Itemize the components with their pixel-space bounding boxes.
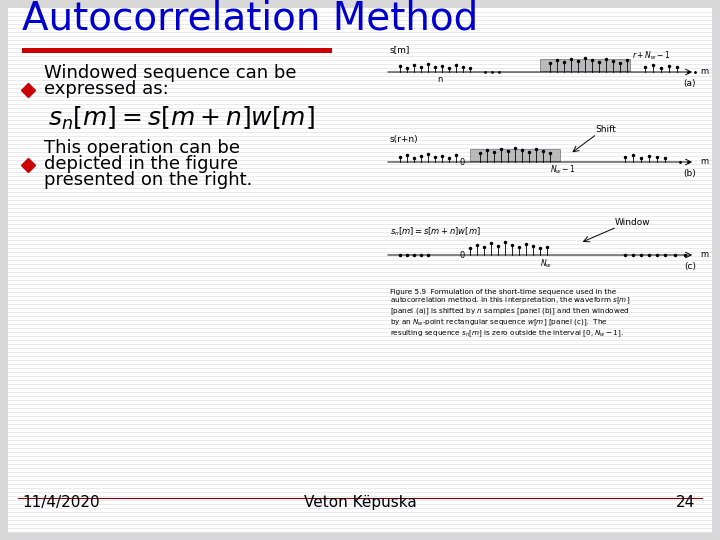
Text: 0: 0 <box>460 251 465 260</box>
Text: $s_n\left[m\right] = s\left[m+n\right]w\left[m\right]$: $s_n\left[m\right] = s\left[m+n\right]w\… <box>48 105 315 132</box>
Text: Shift: Shift <box>595 125 616 134</box>
Text: Veton Këpuska: Veton Këpuska <box>304 495 416 510</box>
Text: m: m <box>700 67 708 76</box>
Text: s(r+n): s(r+n) <box>390 135 418 144</box>
Text: (b): (b) <box>683 169 696 178</box>
Text: Figure 5.9  Formulation of the short-time sequence used in the: Figure 5.9 Formulation of the short-time… <box>390 289 616 295</box>
Text: resulting sequence $s_n[m]$ is zero outside the interval $[0, N_w-1]$.: resulting sequence $s_n[m]$ is zero outs… <box>390 328 624 339</box>
Text: $N_w-1$: $N_w-1$ <box>550 164 576 177</box>
Text: 0: 0 <box>460 158 465 167</box>
Text: m: m <box>700 250 708 259</box>
Text: Windowed sequence can be: Windowed sequence can be <box>44 64 297 82</box>
Text: $N_w$: $N_w$ <box>540 257 552 269</box>
Text: n: n <box>437 75 442 84</box>
Bar <box>540 59 630 71</box>
Bar <box>22 48 332 53</box>
Text: presented on the right.: presented on the right. <box>44 171 253 189</box>
Text: s[m]: s[m] <box>390 45 410 54</box>
Text: (c): (c) <box>684 262 696 271</box>
Text: 11/4/2020: 11/4/2020 <box>22 495 99 510</box>
Text: $r+N_w-1$: $r+N_w-1$ <box>632 50 670 63</box>
Text: [panel (a)] is shifted by $n$ samples [panel (b)] and then windowed: [panel (a)] is shifted by $n$ samples [p… <box>390 307 629 317</box>
Text: by an $N_w$-point rectangular sequence $w[m]$ [panel (c)].  The: by an $N_w$-point rectangular sequence $… <box>390 318 608 328</box>
Text: $s_n[m]=s[m+n]w[m]$: $s_n[m]=s[m+n]w[m]$ <box>390 226 481 239</box>
Text: Window: Window <box>615 218 651 227</box>
Text: This operation can be: This operation can be <box>44 139 240 157</box>
Text: autocorrelation method. In this interpretation, the waveform $s[m]$: autocorrelation method. In this interpre… <box>390 295 630 306</box>
Bar <box>470 149 560 161</box>
Text: depicted in the figure: depicted in the figure <box>44 155 238 173</box>
Text: m: m <box>700 157 708 166</box>
Text: Autocorrelation Method: Autocorrelation Method <box>22 0 478 38</box>
Text: (a): (a) <box>684 79 696 88</box>
Text: expressed as:: expressed as: <box>44 80 168 98</box>
Text: 24: 24 <box>676 495 695 510</box>
